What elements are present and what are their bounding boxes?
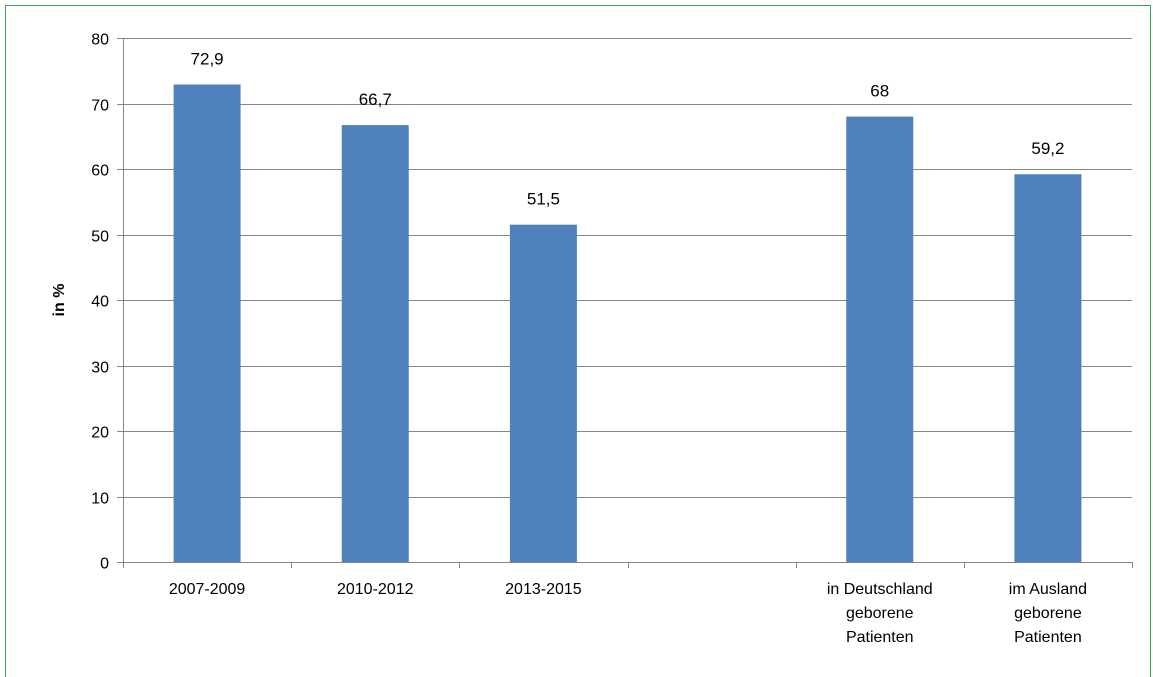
figure-frame bbox=[5, 5, 1151, 677]
y-tick-label: 10 bbox=[91, 491, 109, 508]
x-tick-label: 2007-2009 bbox=[169, 581, 246, 598]
data-label: 68 bbox=[870, 82, 889, 101]
bar bbox=[173, 84, 241, 562]
x-tick-label: Patienten bbox=[1014, 629, 1082, 646]
gridlines bbox=[123, 38, 1132, 498]
x-tick-label: im Ausland bbox=[1009, 581, 1087, 598]
data-label: 72,9 bbox=[191, 50, 224, 69]
x-tick-label: 2010-2012 bbox=[337, 581, 414, 598]
x-tick-label: geborene bbox=[1014, 605, 1082, 622]
y-axis-label: in % bbox=[51, 284, 68, 317]
bar bbox=[1014, 174, 1082, 563]
data-labels: 72,9 66,7 51,5 68 59,2 bbox=[191, 50, 1065, 209]
y-tick-label: 0 bbox=[100, 556, 109, 573]
data-label: 59,2 bbox=[1031, 139, 1064, 158]
x-tick-labels: 2007-2009 2010-2012 2013-2015 in Deutschlan… bbox=[169, 581, 1087, 646]
y-tick-label: 70 bbox=[91, 98, 109, 115]
bars bbox=[173, 84, 1082, 563]
bar bbox=[509, 224, 577, 563]
axes bbox=[117, 38, 1133, 568]
x-tick-label: 2013-2015 bbox=[505, 581, 582, 598]
y-tick-label: 60 bbox=[91, 163, 109, 180]
y-tick-label: 30 bbox=[91, 360, 109, 377]
y-tick-label: 80 bbox=[91, 32, 109, 49]
data-label: 51,5 bbox=[527, 190, 560, 209]
x-tick-label: in Deutschland bbox=[827, 581, 933, 598]
bar bbox=[341, 125, 409, 563]
data-label: 66,7 bbox=[359, 90, 392, 109]
y-tick-labels: 0 10 20 30 40 50 60 70 80 bbox=[91, 32, 109, 573]
y-tick-label: 20 bbox=[91, 425, 109, 442]
y-tick-label: 50 bbox=[91, 229, 109, 246]
x-tick-label: Patienten bbox=[846, 629, 914, 646]
bar bbox=[846, 116, 914, 562]
y-tick-label: 40 bbox=[91, 294, 109, 311]
x-tick-label: geborene bbox=[846, 605, 914, 622]
